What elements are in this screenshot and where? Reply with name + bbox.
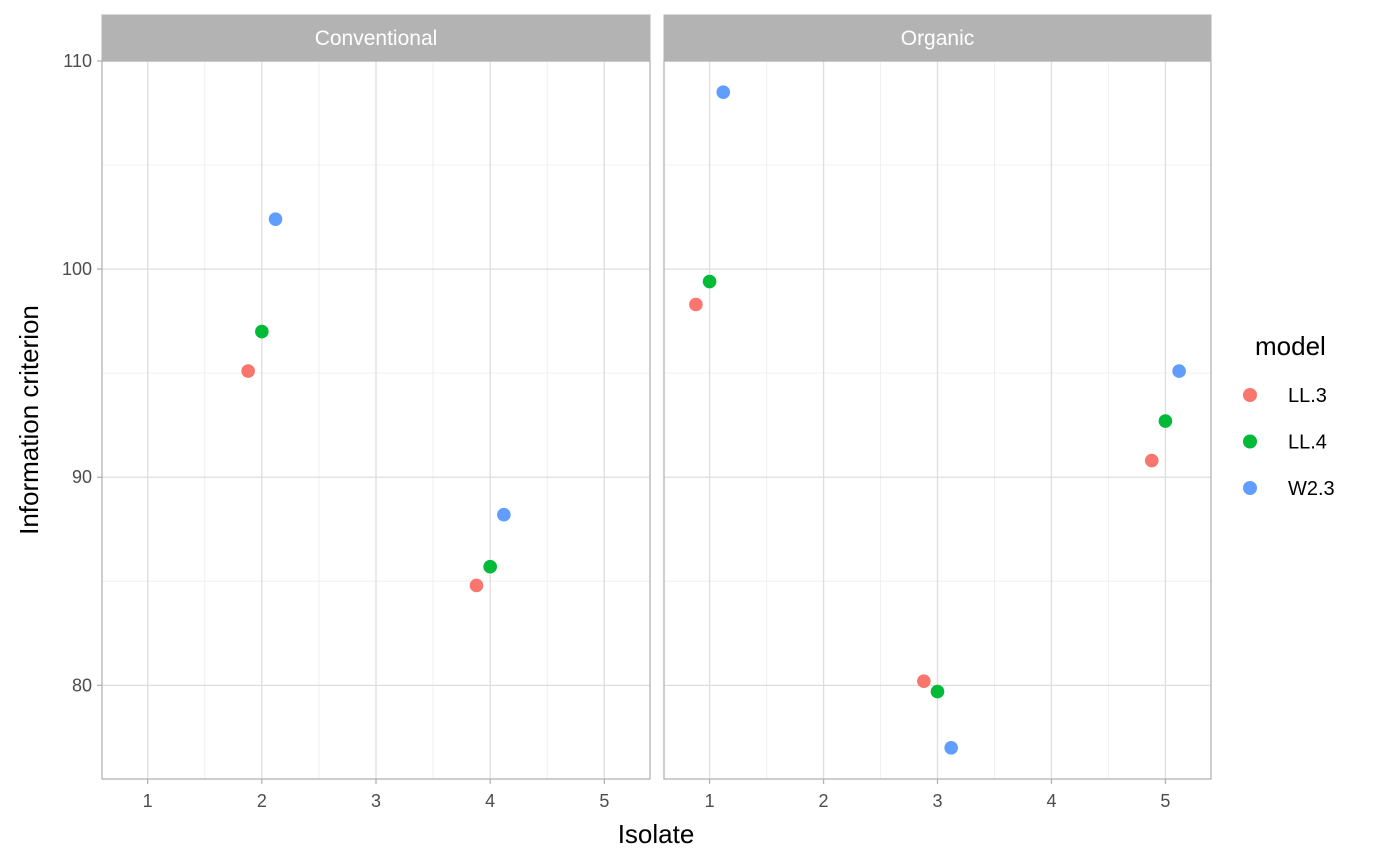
x-tick-label: 1 [705, 791, 715, 811]
y-tick-label: 100 [62, 259, 92, 279]
point-ll-4 [483, 559, 497, 574]
x-tick-label: 5 [599, 791, 609, 811]
point-ll-3 [917, 674, 931, 688]
point-w2-3 [497, 507, 511, 522]
facet-strip [101, 14, 651, 62]
x-tick-label: 1 [143, 791, 153, 811]
y-tick-label: 110 [63, 51, 92, 71]
point-ll-3 [241, 364, 255, 378]
point-ll-3 [1144, 453, 1159, 468]
x-axis-title: Isolate [618, 819, 695, 849]
point-w2-3 [268, 212, 283, 226]
legend-label: W2.3 [1288, 478, 1335, 500]
point-ll-4 [255, 324, 269, 339]
point-ll-3 [469, 578, 484, 593]
panels-layer: Conventional 1 2 3 4 5 80 90 100 110 Organic 1 2 3 4 5 [62, 14, 1212, 811]
x-tick-label: 2 [819, 791, 829, 811]
legend-title: model [1255, 331, 1326, 361]
facet-strip-label: Conventional [315, 27, 438, 50]
point-ll-3 [689, 297, 703, 312]
point-ll-4 [702, 274, 717, 289]
legend-entry-ll-3: LL.3 [1243, 385, 1327, 407]
y-tick-label: 80 [72, 675, 92, 695]
panel-organic: Organic 1 2 3 4 5 [663, 14, 1212, 811]
legend-key [1243, 388, 1257, 402]
point-w2-3 [944, 740, 958, 755]
point-ll-4 [930, 684, 945, 699]
panel-conventional: Conventional 1 2 3 4 5 80 90 100 110 [62, 14, 651, 811]
facet-strip [663, 14, 1212, 62]
point-w2-3 [716, 85, 731, 100]
legend-entry-w2-3: W2.3 [1243, 478, 1335, 500]
x-tick-label: 5 [1160, 791, 1170, 811]
facet-strip-label: Organic [901, 27, 975, 50]
x-tick-label: 2 [257, 791, 267, 811]
legend-label: LL.3 [1288, 385, 1327, 407]
x-tick-label: 4 [1046, 791, 1056, 811]
y-axis-title: Information criterion [14, 305, 44, 535]
legend-entries: LL.3 LL.4 W2.3 [1243, 385, 1335, 500]
y-tick-label: 90 [72, 467, 92, 487]
point-ll-4 [1158, 414, 1173, 428]
x-tick-label: 3 [371, 791, 381, 811]
x-tick-label: 3 [932, 791, 942, 811]
legend-entry-ll-4: LL.4 [1243, 432, 1327, 454]
legend: model LL.3 LL.4 W2.3 [1243, 331, 1335, 500]
point-w2-3 [1172, 364, 1186, 378]
legend-key [1243, 481, 1257, 495]
legend-label: LL.4 [1288, 432, 1327, 454]
x-tick-label: 4 [485, 791, 495, 811]
legend-key [1243, 434, 1257, 449]
